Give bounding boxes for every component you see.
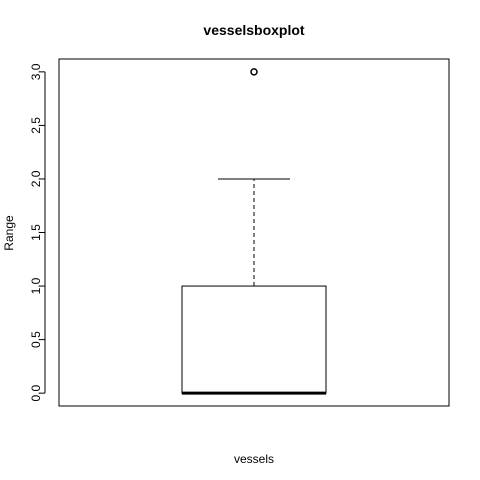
y-tick-label: 2.0: [29, 170, 43, 187]
y-tick-label: 1.5: [29, 224, 43, 241]
y-tick-label: 3.0: [29, 63, 43, 80]
y-tick-label: 1.0: [29, 277, 43, 294]
y-tick-label: 2.5: [29, 117, 43, 134]
iqr-box: [181, 285, 327, 394]
box-group: [181, 68, 327, 395]
y-axis: 0.0 0.5 1.0 1.5 2.0 2.5 3.0: [29, 63, 46, 401]
y-tick-label: 0.5: [29, 331, 43, 348]
chart-title: vesselsboxplot: [203, 22, 304, 38]
outlier-point: [250, 68, 258, 76]
y-tick-label: 0.0: [29, 384, 43, 401]
y-axis-label: Range: [2, 215, 16, 251]
plot-frame: [58, 58, 450, 407]
x-axis-label: vessels: [234, 452, 274, 466]
